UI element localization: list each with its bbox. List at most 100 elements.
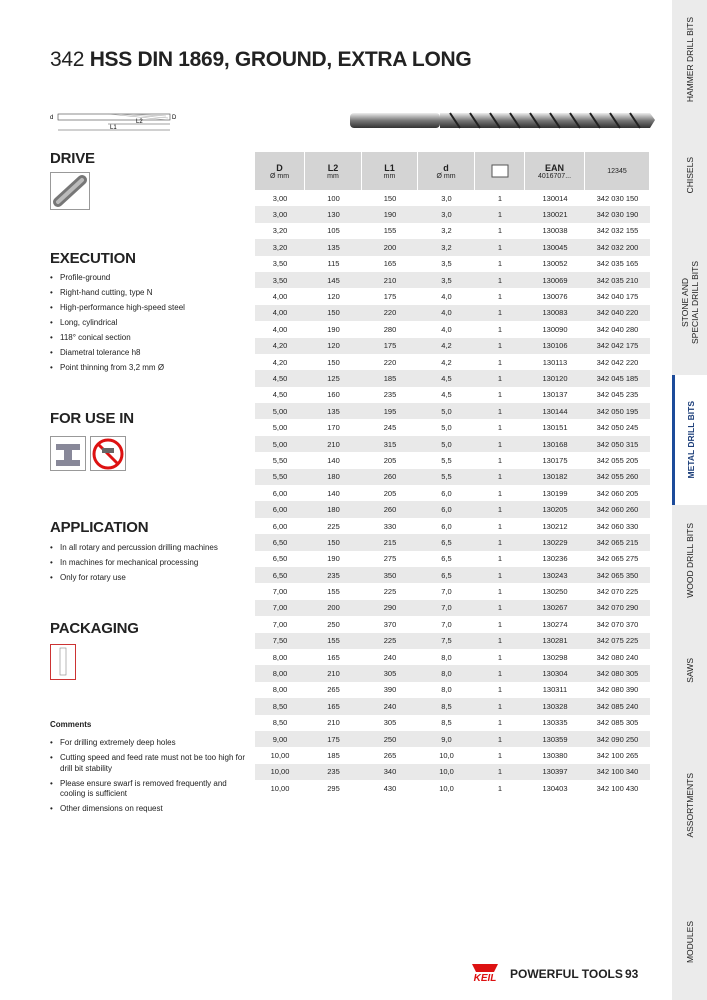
table-cell: 1 — [497, 324, 503, 334]
table-cell: 1 — [497, 537, 503, 547]
table-cell: 260 — [383, 472, 397, 482]
table-cell: 342 085 240 — [596, 701, 639, 711]
table-cell: 170 — [327, 423, 340, 433]
drill-outline — [57, 113, 171, 121]
table-cell: 275 — [383, 554, 397, 564]
shank — [350, 113, 440, 128]
table-cell: 3,0 — [441, 193, 452, 203]
table-cell: 250 — [383, 734, 397, 744]
table-cell: 342 100 430 — [596, 783, 639, 793]
section-title: DRIVE — [50, 150, 95, 167]
table-cell: 265 — [327, 685, 340, 695]
table-cell: 150 — [327, 308, 340, 318]
table-cell: 8,0 — [441, 652, 452, 662]
table-cell: 1 — [497, 210, 503, 220]
table-cell: 130243 — [542, 570, 568, 580]
table-row: 5,50 140 205 5,5 1 130175 342 055 205 — [255, 452, 650, 468]
table-cell: 342 055 260 — [596, 472, 639, 482]
list-item: Other dimensions on request — [50, 804, 250, 815]
flutes — [449, 112, 641, 129]
list-item: Cutting speed and feed rate must not be … — [50, 753, 250, 774]
header-unit: mm — [327, 172, 339, 180]
table-cell: 8,0 — [441, 669, 452, 679]
table-cell: 9,0 — [441, 734, 452, 744]
table-cell: 6,5 — [441, 570, 452, 580]
label-big-d: D — [172, 115, 177, 121]
table-cell: 130274 — [542, 619, 568, 629]
table-row: 7,50 155 225 7,5 1 130281 342 075 225 — [255, 632, 650, 649]
table-cell: 4,50 — [272, 390, 288, 400]
table-cell: 175 — [383, 292, 397, 302]
table-cell: 195 — [383, 406, 397, 416]
table-cell: 235 — [327, 767, 340, 777]
table-cell: 130328 — [542, 701, 568, 711]
table-cell: 145 — [327, 275, 340, 285]
table-cell: 1 — [497, 685, 503, 695]
table-cell: 200 — [327, 603, 340, 613]
table-cell: 7,0 — [441, 603, 452, 613]
sidebar-tab: SAWS — [672, 615, 707, 725]
table-cell: 1 — [497, 783, 503, 793]
header-unit: Ø mm — [436, 172, 456, 180]
table-cell: 205 — [383, 488, 397, 498]
table-row: 4,00 150 220 4,0 1 130083 342 040 220 — [255, 304, 650, 322]
list-item: In machines for mechanical processing — [50, 555, 250, 570]
table-cell: 130250 — [542, 587, 568, 597]
table-cell: 130137 — [542, 390, 568, 400]
page-title: 342 HSS DIN 1869, GROUND, EXTRA LONG — [50, 48, 472, 72]
table-cell: 350 — [383, 570, 397, 580]
table-row: 10,00 235 340 10,0 1 130397 342 100 340 — [255, 763, 650, 781]
table-cell: 342 100 340 — [596, 767, 639, 777]
table-cell: 225 — [383, 587, 397, 597]
table-cell: 9,00 — [272, 734, 288, 744]
table-cell: 342 045 235 — [596, 390, 639, 400]
table-cell: 3,50 — [272, 275, 288, 285]
table-cell: 342 050 195 — [596, 406, 639, 416]
table-cell: 342 040 280 — [596, 324, 639, 334]
table-cell: 150 — [327, 537, 340, 547]
table-row: 6,00 140 205 6,0 1 130199 342 060 205 — [255, 485, 650, 501]
header-label: L1 — [384, 162, 395, 173]
table-cell: 8,5 — [441, 701, 452, 711]
list-item: High-performance high-speed steel — [50, 300, 250, 315]
table-cell: 215 — [383, 537, 397, 547]
table-cell: 1 — [497, 357, 503, 367]
table-cell: 6,0 — [441, 521, 452, 531]
table-cell: 185 — [327, 750, 340, 760]
table-cell: 135 — [327, 406, 340, 416]
table-cell: 130205 — [542, 505, 568, 515]
drill-diagram: d L2 L1 D — [50, 113, 177, 131]
table-cell: 330 — [383, 521, 397, 531]
table-cell: 8,00 — [272, 652, 288, 662]
table-cell: 150 — [327, 357, 340, 367]
table-cell: 342 055 205 — [596, 455, 639, 465]
label-l1: L1 — [110, 125, 117, 131]
table-cell: 5,0 — [441, 406, 452, 416]
table-cell: 5,00 — [272, 423, 288, 433]
table-row: 8,50 210 305 8,5 1 130335 342 085 305 — [255, 715, 650, 731]
table-cell: 4,00 — [272, 308, 288, 318]
flute-body — [440, 113, 655, 128]
table-cell: 220 — [383, 308, 397, 318]
table-cell: 4,2 — [441, 341, 452, 351]
list-item: In all rotary and percussion drilling ma… — [50, 540, 250, 555]
table-cell: 1 — [497, 292, 503, 302]
table-cell: 160 — [327, 390, 340, 400]
table-cell: 1 — [497, 406, 503, 416]
table-cell: 7,0 — [441, 587, 452, 597]
table-cell: 260 — [383, 505, 397, 515]
table-cell: 10,00 — [270, 750, 290, 760]
table-row: 4,00 190 280 4,0 1 130090 342 040 280 — [255, 321, 650, 337]
table-cell: 1 — [497, 767, 503, 777]
table-cell: 130014 — [542, 193, 568, 203]
table-cell: 1 — [497, 701, 503, 711]
table-cell: 1 — [497, 259, 503, 269]
header-cell: 12345 — [585, 152, 650, 190]
table-cell: 342 060 205 — [596, 488, 639, 498]
table-cell: 1 — [497, 439, 503, 449]
table-cell: 1 — [497, 734, 503, 744]
table-cell: 3,5 — [441, 275, 452, 285]
table-cell: 342 060 330 — [596, 521, 639, 531]
